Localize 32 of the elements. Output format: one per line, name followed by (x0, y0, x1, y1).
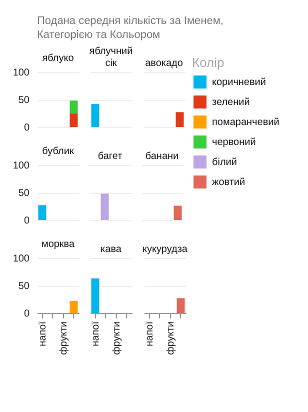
x-tick-label: фрукти (111, 322, 122, 355)
y-tick-label: 50 (18, 95, 30, 106)
chart-title: яблуко (42, 53, 74, 64)
x-tick-label: фрукти (58, 322, 70, 355)
y-tick-label: 0 (24, 122, 30, 134)
chart-title: банани (145, 151, 179, 162)
y-tick-label: 100 (12, 160, 30, 172)
x-tick-label: фрукти (165, 322, 176, 355)
chart-title: кава (100, 244, 122, 255)
legend-label: зелений (212, 97, 250, 108)
legend-label: білий (212, 157, 237, 168)
y-tick-label: 50 (18, 188, 30, 199)
y-tick-label: 0 (24, 308, 30, 320)
chart-title: яблучний сік (89, 46, 133, 69)
x-tick-label: напої (37, 321, 48, 346)
x-tick-label: напої (90, 321, 102, 346)
chart-title: багет (98, 151, 123, 162)
x-tick-label: напої (144, 321, 156, 346)
text: Подана середня кількість за Іменем, Категорією та Кольором (37, 15, 224, 41)
legend-label: жовтий (212, 177, 246, 188)
chart-title: морква (41, 239, 76, 250)
legend-label: коричневий (212, 77, 266, 88)
chart-title: авокадо (145, 58, 184, 69)
chart-title: бублик (42, 146, 74, 157)
legend-label: помаранчевий (212, 117, 280, 128)
legend-label: червоний (212, 137, 256, 148)
y-tick-label: 100 (12, 68, 30, 78)
y-tick-label: 100 (12, 254, 30, 264)
y-tick-label: 50 (18, 281, 30, 292)
chart-title: кукурудза (142, 244, 188, 255)
y-tick-label: 0 (24, 216, 30, 226)
legend-title: Колір (192, 55, 224, 70)
